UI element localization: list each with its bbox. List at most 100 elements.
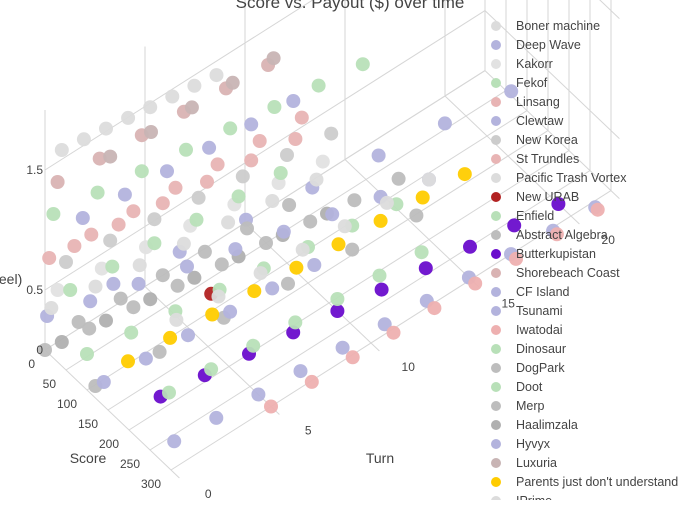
point-tsunami: [209, 410, 224, 425]
legend-marker: [491, 344, 501, 354]
legend-item: Iwatodai: [491, 323, 563, 337]
point-clewtaw: [504, 84, 519, 99]
point-parents-just-don-t-understand: [121, 354, 135, 369]
point-abstract-algebra: [170, 278, 185, 293]
legend-label: Iwatodai: [516, 323, 563, 337]
legend-item: Dinosaur: [491, 342, 566, 356]
score-tick-label: 100: [57, 397, 77, 411]
point-butterkupistan: [330, 304, 345, 318]
point-merp: [155, 268, 170, 283]
legend-label: Abstract Algebra: [516, 228, 608, 242]
legend-label: St Trundles: [516, 152, 579, 166]
point-dogpark: [409, 208, 424, 223]
point-new-korea: [235, 169, 250, 184]
point-new-korea: [191, 190, 206, 205]
legend-marker: [491, 21, 501, 31]
legend-item: Haalimzala: [491, 418, 578, 432]
point-dogpark: [345, 242, 360, 257]
point-deep-wave: [325, 207, 340, 222]
point-deep-wave: [83, 294, 98, 309]
point-cf-island: [75, 211, 90, 225]
legend-item: Fekof: [491, 76, 548, 90]
score-tick-label: 300: [141, 477, 161, 491]
point-iwatodai: [590, 202, 605, 217]
point-fekof: [311, 78, 326, 93]
legend-item: Clewtaw: [491, 114, 564, 128]
point-boner-machine: [76, 132, 91, 147]
legend-label: Fekof: [516, 76, 548, 90]
legend-marker: [491, 439, 501, 449]
legend-marker: [491, 268, 501, 278]
point-abstract-algebra: [38, 343, 52, 357]
point-iprime: [211, 289, 226, 304]
legend-marker: [491, 154, 501, 164]
point-parents-just-don-t-understand: [247, 284, 262, 299]
point-tsunami: [335, 340, 350, 355]
point-merp: [71, 315, 86, 329]
point-st-trundles: [288, 132, 303, 146]
legend-item: New Korea: [491, 133, 578, 147]
legend-marker: [491, 306, 501, 316]
legend-marker: [491, 59, 501, 69]
legend-label: Enfield: [516, 209, 554, 223]
legend-marker: [491, 325, 501, 335]
legend-label: Linsang: [516, 95, 560, 109]
point-tsunami: [251, 387, 266, 402]
point-dinosaur: [288, 315, 303, 330]
point-dogpark: [281, 276, 295, 291]
point-abstract-algebra: [303, 214, 318, 229]
turn-gridline-floor-0: [44, 349, 180, 479]
point-linsang: [294, 110, 309, 125]
legend-item: Deep Wave: [491, 38, 581, 52]
legend-label: CF Island: [516, 285, 570, 299]
payout-tick-label: 0.5: [26, 283, 43, 297]
legend-label: Parents just don't understand: [516, 475, 678, 489]
point-hyvyx: [181, 328, 195, 343]
legend-marker: [491, 420, 501, 430]
legend-marker: [491, 78, 501, 88]
turn-tick-label: 5: [305, 424, 312, 438]
point-kakorr: [50, 283, 65, 297]
legend-marker: [491, 363, 501, 373]
payout-gridline-back-2: [599, 0, 620, 19]
score-tick-label: 50: [43, 377, 57, 391]
point-hyvyx: [138, 351, 153, 366]
legend-marker: [491, 249, 501, 259]
point-enfield: [124, 325, 139, 340]
legend-item: Tsunami: [491, 304, 563, 318]
legend-marker: [491, 382, 501, 392]
score-tick-label: 200: [99, 437, 119, 451]
legend-marker: [491, 97, 501, 107]
point-clewtaw: [371, 148, 386, 163]
legend-marker: [491, 211, 501, 221]
legend-item: Merp: [491, 399, 545, 413]
legend-item: Parents just don't understand: [491, 475, 678, 489]
payout-tick-label: 0: [36, 343, 43, 357]
point-merp: [113, 291, 128, 306]
turn-tick-label: 20: [602, 233, 616, 247]
point-pacific-trash-vortex: [265, 194, 280, 208]
point-fekof: [223, 121, 238, 136]
point-iwatodai: [468, 276, 483, 291]
point-new-korea: [59, 255, 73, 269]
point-linsang: [252, 134, 267, 148]
legend-marker: [491, 287, 501, 297]
point-cf-island: [244, 117, 259, 132]
point-new-korea: [103, 233, 118, 248]
point-butterkupistan: [551, 197, 566, 211]
point-butterkupistan: [418, 261, 433, 276]
point-luxuria: [144, 125, 158, 139]
legend-label: New Korea: [516, 133, 578, 147]
point-deep-wave: [276, 224, 291, 239]
point-boner-machine: [54, 143, 69, 157]
point-linsang: [210, 157, 225, 172]
legend-label: Dinosaur: [516, 342, 566, 356]
point-iprime: [295, 242, 310, 257]
legend-item: Butterkupistan: [491, 247, 596, 261]
point-fekof: [46, 207, 61, 221]
legend-label: Deep Wave: [516, 38, 581, 52]
legend-item: Abstract Algebra: [491, 228, 608, 242]
point-clewtaw: [437, 116, 452, 131]
legend-marker: [491, 135, 501, 145]
